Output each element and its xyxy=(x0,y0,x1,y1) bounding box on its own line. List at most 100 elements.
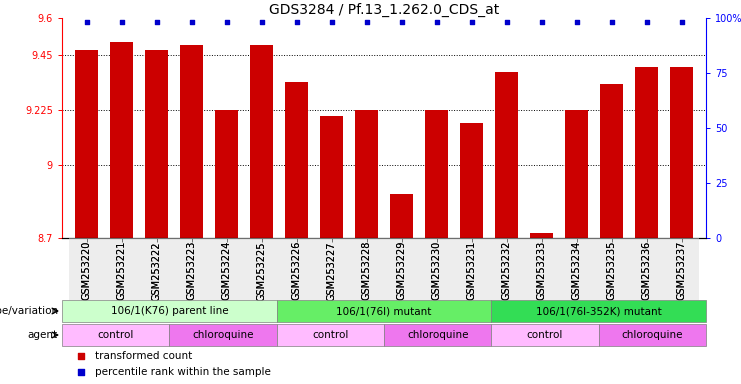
Text: transformed count: transformed count xyxy=(96,351,193,361)
Bar xyxy=(635,67,658,238)
Text: 106/1(K76) parent line: 106/1(K76) parent line xyxy=(110,306,228,316)
Point xyxy=(554,143,565,149)
Bar xyxy=(314,238,349,300)
Bar xyxy=(285,81,308,238)
Bar xyxy=(244,238,279,300)
Text: GSM253236: GSM253236 xyxy=(642,241,651,300)
Bar xyxy=(279,238,314,300)
Point xyxy=(465,18,477,25)
Bar xyxy=(390,194,413,238)
Bar xyxy=(174,238,209,300)
Text: GSM253232: GSM253232 xyxy=(502,241,511,300)
Bar xyxy=(664,238,699,300)
Bar xyxy=(565,110,588,238)
Text: GSM253232: GSM253232 xyxy=(502,241,511,300)
Point xyxy=(185,18,197,25)
Point xyxy=(536,18,548,25)
Text: GSM253229: GSM253229 xyxy=(396,241,407,300)
Text: GSM253227: GSM253227 xyxy=(327,241,336,301)
Text: GSM253226: GSM253226 xyxy=(291,241,302,300)
Bar xyxy=(594,238,629,300)
Point xyxy=(640,18,652,25)
Bar xyxy=(75,50,98,238)
Text: GSM253234: GSM253234 xyxy=(571,241,582,300)
Text: GSM253230: GSM253230 xyxy=(431,241,442,300)
Point xyxy=(605,18,617,25)
Text: GSM253224: GSM253224 xyxy=(222,241,231,300)
Point xyxy=(431,18,442,25)
Text: GSM253231: GSM253231 xyxy=(467,241,476,300)
Text: GSM253237: GSM253237 xyxy=(677,241,686,300)
Text: GSM253233: GSM253233 xyxy=(536,241,547,300)
Point xyxy=(81,18,93,25)
Bar xyxy=(460,123,483,238)
Text: GSM253220: GSM253220 xyxy=(82,241,91,300)
Text: percentile rank within the sample: percentile rank within the sample xyxy=(96,367,271,377)
Text: GSM253227: GSM253227 xyxy=(327,241,336,301)
Bar xyxy=(491,324,599,346)
Bar xyxy=(489,238,524,300)
Bar xyxy=(276,324,384,346)
Bar xyxy=(215,110,238,238)
Text: 106/1(76I-352K) mutant: 106/1(76I-352K) mutant xyxy=(536,306,662,316)
Point xyxy=(150,18,162,25)
Text: GSM253222: GSM253222 xyxy=(151,241,162,301)
Bar xyxy=(530,233,553,238)
Bar xyxy=(320,116,343,238)
Text: GSM253235: GSM253235 xyxy=(606,241,617,300)
Text: GSM253228: GSM253228 xyxy=(362,241,371,300)
Text: chloroquine: chloroquine xyxy=(192,330,253,340)
Bar xyxy=(104,238,139,300)
Bar xyxy=(454,238,489,300)
Bar xyxy=(491,300,706,322)
Text: control: control xyxy=(312,330,348,340)
Point xyxy=(554,288,565,295)
Text: GSM253231: GSM253231 xyxy=(467,241,476,300)
Text: GSM253223: GSM253223 xyxy=(187,241,196,300)
Text: GSM253236: GSM253236 xyxy=(642,241,651,300)
Bar xyxy=(180,45,203,238)
Bar xyxy=(250,45,273,238)
Text: GSM253221: GSM253221 xyxy=(116,241,127,300)
Point xyxy=(290,18,302,25)
Bar xyxy=(600,84,623,238)
Text: GSM253233: GSM253233 xyxy=(536,241,547,300)
Text: GSM253228: GSM253228 xyxy=(362,241,371,300)
Text: GSM253224: GSM253224 xyxy=(222,241,231,300)
Text: 106/1(76I) mutant: 106/1(76I) mutant xyxy=(336,306,432,316)
Text: GSM253226: GSM253226 xyxy=(291,241,302,300)
Text: GSM253225: GSM253225 xyxy=(256,241,267,301)
Bar xyxy=(276,300,491,322)
Bar xyxy=(139,238,174,300)
Point xyxy=(396,18,408,25)
Title: GDS3284 / Pf.13_1.262.0_CDS_at: GDS3284 / Pf.13_1.262.0_CDS_at xyxy=(269,3,499,17)
Text: GSM253220: GSM253220 xyxy=(82,241,91,300)
Bar xyxy=(170,324,276,346)
Point xyxy=(325,18,337,25)
Text: GSM253225: GSM253225 xyxy=(256,241,267,301)
Bar xyxy=(145,50,168,238)
Bar xyxy=(384,324,491,346)
Text: chloroquine: chloroquine xyxy=(407,330,468,340)
Bar xyxy=(62,300,276,322)
Bar xyxy=(629,238,664,300)
Text: GSM253235: GSM253235 xyxy=(606,241,617,300)
Point xyxy=(221,18,233,25)
Bar xyxy=(524,238,559,300)
Bar xyxy=(384,238,419,300)
Text: GSM253229: GSM253229 xyxy=(396,241,407,300)
Point xyxy=(256,18,268,25)
Bar xyxy=(62,324,170,346)
Point xyxy=(676,18,688,25)
Bar xyxy=(495,72,518,238)
Bar xyxy=(209,238,244,300)
Bar xyxy=(559,238,594,300)
Text: GSM253221: GSM253221 xyxy=(116,241,127,300)
Text: control: control xyxy=(527,330,563,340)
Text: control: control xyxy=(98,330,134,340)
Bar xyxy=(69,238,104,300)
Text: GSM253234: GSM253234 xyxy=(571,241,582,300)
Bar xyxy=(599,324,706,346)
Text: agent: agent xyxy=(28,330,58,340)
Bar xyxy=(670,67,693,238)
